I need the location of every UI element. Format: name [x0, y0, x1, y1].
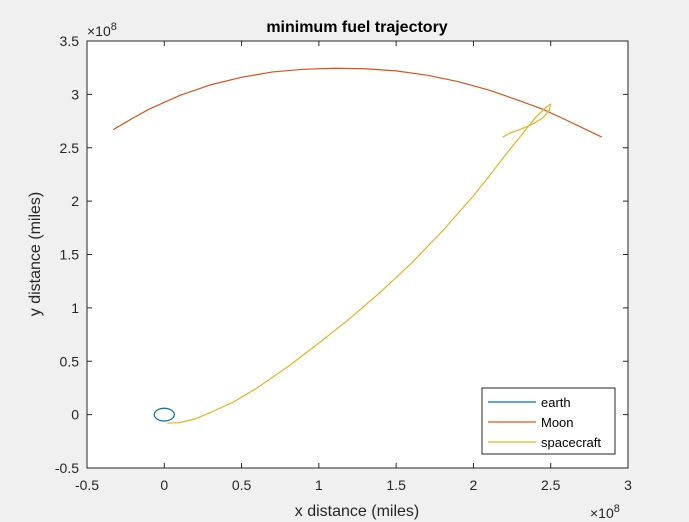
chart-ticks: -0.5 0 0.5 1 1.5 2 2.5 3 -0.5 0 0.5 1 1.5 2 2.5 3 3.5	[55, 33, 632, 493]
legend: earth Moon spacecraft	[481, 387, 616, 455]
chart-title: minimum fuel trajectory	[266, 19, 447, 36]
series-moon-line	[112, 67, 602, 138]
legend-label-moon: Moon	[541, 415, 574, 430]
legend-label-spacecraft: spacecraft	[541, 435, 601, 450]
x-axis-label: x distance (miles)	[295, 503, 419, 520]
x-tick-label: 1	[315, 477, 323, 493]
x-tick-label: 3	[624, 477, 632, 493]
y-exponent-label: ×108	[87, 21, 117, 39]
y-axis-label: y distance (miles)	[27, 192, 44, 316]
x-tick-label: 1.5	[386, 477, 406, 493]
svg-text:×108: ×108	[590, 503, 620, 521]
x-tick-label: -0.5	[75, 477, 99, 493]
x-tick-label: 0.5	[232, 477, 252, 493]
y-tick-label: 3	[71, 86, 79, 102]
y-tick-label: 0.5	[60, 353, 80, 369]
y-exponent-power: 8	[111, 21, 117, 33]
series-earth-line	[153, 407, 175, 422]
series-spacecraft-line	[167, 103, 552, 424]
y-tick-label: 2.5	[60, 140, 80, 156]
y-tick-label: 0	[71, 407, 79, 423]
legend-label-earth: earth	[541, 395, 571, 410]
y-tick-label: -0.5	[55, 460, 79, 476]
y-tick-label: 1	[71, 300, 79, 316]
x-tick-label: 0	[160, 477, 168, 493]
y-exponent-base: ×10	[87, 23, 111, 39]
y-tick-label: 1.5	[60, 247, 80, 263]
x-exponent-base: ×10	[590, 505, 614, 521]
y-tick-label: 3.5	[60, 33, 80, 49]
x-exponent-label: ×108	[590, 503, 620, 521]
chart-marks	[112, 67, 602, 424]
x-tick-label: 2.5	[541, 477, 561, 493]
legend-box	[481, 387, 616, 455]
x-exponent-power: 8	[614, 503, 620, 515]
y-tick-label: 2	[71, 193, 79, 209]
x-tick-label: 2	[470, 477, 478, 493]
svg-text:×108: ×108	[87, 21, 117, 39]
